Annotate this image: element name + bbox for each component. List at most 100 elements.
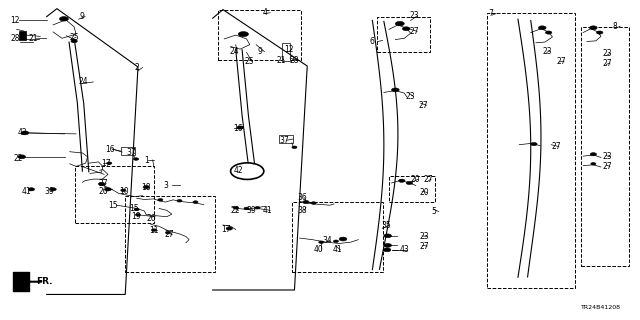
Text: 11: 11 [149, 226, 158, 235]
Circle shape [230, 163, 264, 180]
Circle shape [136, 213, 141, 216]
Circle shape [177, 199, 182, 202]
Text: 15: 15 [129, 204, 139, 213]
Text: 4: 4 [262, 8, 268, 17]
Text: 12: 12 [284, 44, 294, 54]
Bar [218, 10, 301, 60]
Text: 28: 28 [10, 35, 20, 44]
Text: 27: 27 [556, 57, 566, 66]
Text: 43: 43 [399, 245, 409, 254]
Circle shape [303, 200, 309, 204]
Text: 25: 25 [70, 33, 79, 42]
Text: 26: 26 [147, 214, 157, 223]
Text: 23: 23 [602, 49, 612, 58]
Circle shape [531, 142, 537, 146]
Text: 36: 36 [297, 193, 307, 202]
Text: 27: 27 [551, 142, 561, 151]
Text: 23: 23 [406, 92, 415, 101]
Circle shape [545, 31, 552, 34]
Circle shape [226, 227, 232, 230]
Circle shape [28, 188, 35, 191]
Circle shape [383, 248, 391, 252]
Text: 6: 6 [370, 37, 374, 46]
Bar [487, 13, 575, 288]
Bar [282, 43, 290, 60]
Text: 27: 27 [602, 59, 612, 68]
Circle shape [21, 131, 29, 135]
Text: 20: 20 [411, 175, 420, 184]
Text: 42: 42 [17, 128, 27, 137]
Circle shape [589, 26, 597, 30]
Circle shape [403, 27, 410, 31]
Text: 24: 24 [229, 47, 239, 56]
Text: 27: 27 [410, 27, 419, 36]
Text: 39: 39 [44, 187, 54, 196]
Circle shape [50, 188, 56, 191]
Bar [389, 176, 435, 202]
Circle shape [99, 182, 105, 186]
Text: 27: 27 [419, 101, 429, 110]
Circle shape [596, 31, 603, 34]
Circle shape [339, 237, 347, 241]
Circle shape [311, 202, 316, 204]
Text: 39: 39 [246, 206, 255, 215]
Text: 20: 20 [420, 188, 429, 197]
Circle shape [384, 244, 392, 247]
Text: 21: 21 [28, 35, 38, 44]
Bar [121, 147, 135, 155]
Text: 12: 12 [10, 16, 20, 25]
Text: 41: 41 [262, 206, 272, 215]
Text: 17: 17 [221, 225, 230, 234]
Text: 18: 18 [141, 183, 150, 192]
Text: 9: 9 [257, 47, 262, 56]
Circle shape [71, 40, 77, 43]
Text: 41: 41 [333, 245, 342, 254]
Text: 23: 23 [602, 152, 612, 161]
Circle shape [166, 231, 171, 234]
Circle shape [591, 163, 596, 165]
Text: 26: 26 [99, 187, 108, 196]
Text: 8: 8 [612, 22, 617, 31]
Text: 27: 27 [602, 162, 612, 171]
Circle shape [121, 189, 126, 192]
Text: 3: 3 [164, 181, 168, 190]
Bar [580, 28, 629, 266]
Text: 16: 16 [233, 124, 243, 132]
Text: 2: 2 [135, 63, 140, 72]
Circle shape [193, 201, 198, 203]
Circle shape [242, 169, 252, 174]
Circle shape [233, 206, 238, 209]
Text: 9: 9 [79, 12, 84, 21]
Circle shape [158, 198, 163, 201]
Circle shape [134, 158, 139, 160]
Bar [125, 196, 214, 272]
Text: 5: 5 [431, 207, 436, 216]
Text: 15: 15 [108, 201, 118, 210]
Text: 27: 27 [99, 179, 108, 188]
Text: 41: 41 [21, 187, 31, 196]
Circle shape [60, 17, 68, 21]
Text: 22: 22 [13, 154, 23, 163]
Text: 40: 40 [314, 245, 323, 254]
Circle shape [392, 88, 399, 92]
Circle shape [237, 126, 243, 129]
Bar [292, 202, 383, 272]
Text: 37: 37 [127, 148, 136, 157]
Text: 34: 34 [322, 236, 332, 245]
Text: 1: 1 [144, 156, 148, 164]
Circle shape [319, 241, 324, 244]
Text: 27: 27 [420, 242, 429, 251]
Text: 23: 23 [420, 232, 429, 241]
Circle shape [333, 240, 339, 243]
Circle shape [18, 155, 26, 159]
Text: 25: 25 [244, 57, 253, 66]
Circle shape [152, 229, 157, 231]
Circle shape [238, 32, 248, 37]
Circle shape [396, 21, 404, 26]
Text: 28: 28 [289, 56, 299, 65]
Bar [19, 31, 26, 40]
Text: 7: 7 [488, 9, 493, 18]
Circle shape [107, 162, 112, 164]
Text: 19: 19 [131, 212, 141, 221]
Circle shape [244, 207, 249, 210]
